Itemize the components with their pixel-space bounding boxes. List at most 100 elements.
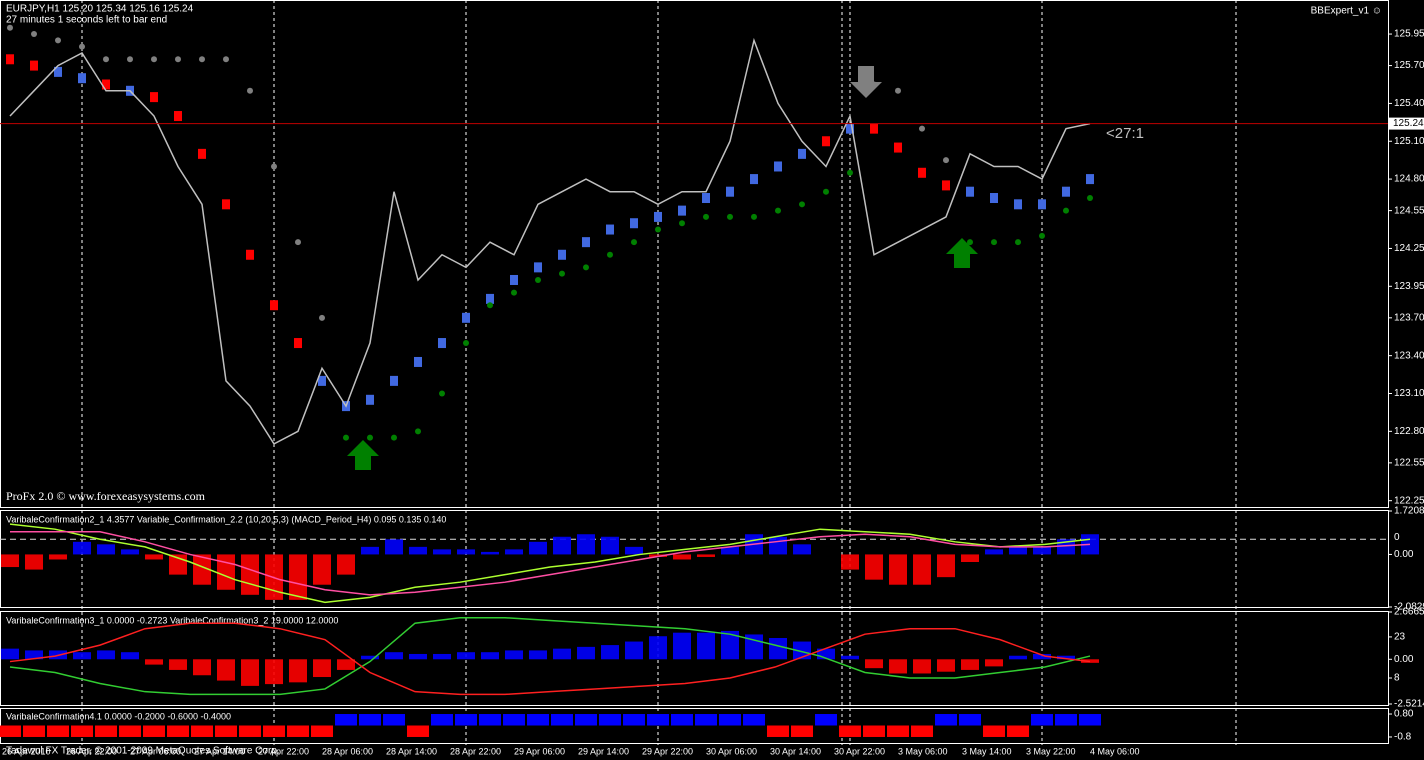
histogram-bar [985, 659, 1003, 667]
band-bar [390, 375, 398, 386]
histogram-bar [913, 554, 931, 585]
expert-name: BBExpert_v1 ☺ [1311, 6, 1382, 17]
band-bar [726, 186, 734, 197]
histogram-bar [1, 554, 19, 568]
block [311, 725, 333, 737]
y-tick-label: 125.10 [1394, 136, 1424, 147]
block [575, 714, 597, 726]
band-bar [150, 92, 158, 103]
histogram-bar [241, 554, 259, 595]
band-bar [750, 174, 758, 185]
band-bar [198, 148, 206, 159]
x-tick-label: 30 Apr 14:00 [770, 746, 821, 756]
stop-dot [799, 201, 805, 208]
stop-dot [247, 87, 253, 94]
band-bar [870, 123, 878, 134]
histogram-bar [673, 554, 691, 560]
stop-dot [391, 434, 397, 441]
x-tick-label: 27 Apr 06:00 [130, 746, 181, 756]
y-tick-label: -0.8 [1394, 732, 1412, 743]
band-bar [486, 293, 494, 304]
block [863, 725, 885, 737]
histogram-bar [721, 630, 739, 660]
band-bar [414, 356, 422, 367]
stop-dot [871, 81, 877, 88]
histogram-bar [457, 652, 475, 660]
y-tick-label: 124.25 [1394, 243, 1424, 254]
histogram-bar [889, 659, 907, 674]
stop-dot [1039, 232, 1045, 239]
band-bar [966, 186, 974, 197]
y-tick-label: 124.80 [1394, 174, 1424, 185]
band-bar [702, 193, 710, 204]
histogram-bar [313, 659, 331, 678]
timer: 27 minutes 1 seconds left to bar end [6, 15, 167, 26]
y-tick-label: 2.6665 [1394, 607, 1424, 618]
stop-dot [127, 56, 133, 63]
histogram-bar [409, 653, 427, 660]
histogram-bar [625, 546, 643, 555]
block [983, 725, 1005, 737]
y-tick-label: 122.25 [1394, 495, 1424, 506]
x-tick-label: 29 Apr 06:00 [514, 746, 565, 756]
band-bar [510, 274, 518, 285]
band-bar [582, 237, 590, 248]
histogram-bar [697, 632, 715, 660]
stop-dot [751, 213, 757, 220]
stop-dot [895, 87, 901, 94]
stop-dot [1063, 207, 1069, 214]
histogram-bar [73, 652, 91, 660]
band-bar [1014, 199, 1022, 210]
histogram-bar [961, 659, 979, 670]
session-lines [81, 0, 1237, 745]
x-tick-label: 3 May 14:00 [962, 746, 1012, 756]
band-bar [294, 338, 302, 349]
histogram-bar [937, 554, 955, 578]
histogram-bar [721, 546, 739, 555]
block [671, 714, 693, 726]
ratio: <27:1 [1106, 125, 1144, 142]
band-bar [942, 180, 950, 191]
histogram-bar [121, 652, 139, 660]
histogram-bar [985, 549, 1003, 555]
histogram-bar [505, 650, 523, 660]
block [527, 714, 549, 726]
histogram-bar [505, 549, 523, 555]
band-bar [990, 193, 998, 204]
histogram-bar [1057, 655, 1075, 660]
band-bar [654, 211, 662, 222]
band-bar [894, 142, 902, 153]
stop-dot [271, 163, 277, 170]
block [911, 725, 933, 737]
y-tick-label: 123.95 [1394, 281, 1424, 292]
histogram-bar [25, 650, 43, 660]
block [263, 725, 285, 737]
block [599, 714, 621, 726]
block [1031, 714, 1053, 726]
histogram-bar [889, 554, 907, 585]
block [959, 714, 981, 726]
block [623, 714, 645, 726]
indicator-line [9, 37, 1091, 445]
band-bar [918, 167, 926, 178]
histogram-bar [145, 554, 163, 560]
block [287, 725, 309, 737]
pane-title: VaribaleConfirmation2_1 4.3577 Variable_… [6, 514, 446, 524]
histogram-bar [793, 544, 811, 555]
stop-dot [151, 56, 157, 63]
histogram-bar [313, 554, 331, 585]
histogram-bar [169, 659, 187, 670]
block [479, 714, 501, 726]
stop-dot [703, 213, 709, 220]
histogram-bar [145, 659, 163, 665]
x-tick-label: 30 Apr 22:00 [834, 746, 885, 756]
histogram-bar [361, 655, 379, 660]
footer: Tadawul FX Trader, © 2001-2009 MetaQuote… [6, 746, 280, 757]
block [47, 725, 69, 737]
histogram-bar [1033, 546, 1051, 555]
stop-dot [175, 56, 181, 63]
band-bar [1086, 174, 1094, 185]
y-tick-label: 122.80 [1394, 426, 1424, 437]
y-tick-label: -2.5214 [1394, 699, 1424, 710]
watermark: ProFx 2.0 © www.forexeasysystems.com [6, 489, 206, 503]
